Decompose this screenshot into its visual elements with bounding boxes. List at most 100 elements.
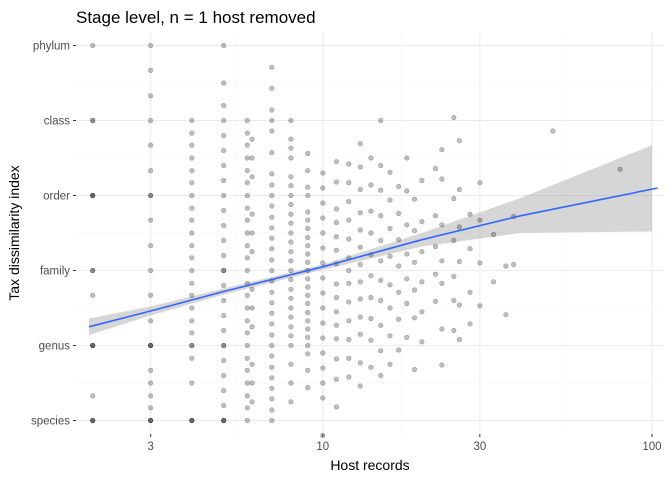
- data-point: [90, 342, 96, 349]
- data-point: [503, 312, 509, 318]
- data-point: [346, 355, 352, 361]
- data-point: [320, 305, 326, 311]
- data-point: [288, 192, 294, 199]
- data-point: [346, 336, 352, 343]
- data-point: [249, 286, 255, 292]
- data-point: [148, 367, 154, 373]
- data-point: [320, 245, 326, 251]
- data-point: [305, 234, 311, 241]
- data-point: [404, 188, 410, 194]
- data-point: [189, 142, 195, 148]
- data-point: [305, 300, 311, 307]
- data-point: [396, 263, 402, 269]
- data-point: [368, 208, 374, 214]
- data-point: [288, 324, 294, 330]
- data-point: [244, 155, 250, 161]
- data-point: [269, 417, 275, 424]
- data-point: [419, 279, 425, 285]
- data-point: [148, 380, 154, 386]
- data-point: [189, 117, 195, 124]
- data-point: [368, 155, 374, 161]
- axis-layer: species genus family order class phylum 3 10 30 1…: [31, 41, 662, 454]
- data-point: [419, 249, 425, 255]
- data-point: [189, 243, 195, 249]
- data-point: [189, 417, 195, 424]
- data-point: [148, 342, 154, 349]
- data-point: [189, 292, 195, 298]
- data-point: [249, 305, 255, 311]
- data-point: [477, 260, 483, 266]
- data-point: [288, 174, 294, 180]
- data-point: [357, 164, 363, 170]
- data-point: [90, 192, 96, 199]
- data-point: [305, 209, 311, 215]
- data-point: [221, 80, 227, 86]
- data-point: [148, 417, 154, 424]
- data-point: [404, 334, 410, 340]
- data-point: [244, 393, 250, 399]
- data-point: [368, 294, 374, 301]
- data-point: [456, 258, 463, 265]
- data-point: [456, 186, 463, 193]
- data-point: [320, 260, 326, 266]
- data-point: [244, 142, 250, 148]
- data-point: [221, 417, 227, 424]
- data-point: [148, 142, 154, 148]
- data-point: [305, 225, 311, 232]
- data-point: [439, 176, 445, 182]
- data-point: [269, 214, 275, 220]
- data-point: [467, 211, 473, 217]
- data-point: [221, 132, 227, 139]
- data-point: [221, 327, 227, 334]
- data-point: [148, 192, 154, 199]
- data-point: [244, 380, 250, 386]
- data-point: [148, 168, 154, 174]
- data-point: [411, 287, 418, 293]
- data-point: [368, 337, 374, 343]
- data-point: [357, 296, 363, 302]
- y-tick-label: family: [40, 266, 70, 278]
- data-point: [148, 417, 154, 424]
- data-point: [148, 93, 154, 99]
- data-point: [288, 145, 294, 151]
- data-point: [368, 230, 374, 236]
- data-point: [249, 155, 255, 161]
- data-point: [288, 230, 294, 236]
- data-point: [333, 294, 340, 301]
- data-point: [368, 182, 374, 188]
- data-point: [244, 205, 250, 211]
- data-point: [305, 184, 311, 190]
- data-point: [269, 203, 275, 209]
- data-point: [221, 357, 227, 364]
- data-point: [346, 374, 352, 380]
- data-point: [404, 300, 410, 307]
- data-point: [320, 380, 326, 386]
- data-point: [221, 387, 227, 394]
- data-point: [378, 372, 384, 379]
- data-point: [269, 289, 275, 295]
- data-point: [189, 280, 195, 286]
- data-point: [368, 364, 374, 370]
- data-point: [432, 298, 439, 304]
- x-tick-label: 3: [147, 441, 153, 453]
- data-point: [288, 342, 294, 349]
- data-point: [387, 282, 393, 288]
- data-point: [244, 330, 250, 336]
- data-point: [148, 405, 154, 411]
- data-point: [305, 367, 311, 373]
- data-point: [148, 267, 154, 274]
- data-point: [432, 243, 439, 250]
- data-point: [269, 150, 275, 156]
- x-axis-title: Host records: [330, 457, 409, 473]
- data-point: [221, 417, 227, 424]
- data-point: [189, 155, 195, 161]
- data-point: [404, 155, 410, 161]
- data-point: [269, 171, 275, 177]
- data-point: [320, 320, 326, 326]
- data-point: [305, 168, 311, 174]
- data-point: [357, 279, 363, 285]
- data-point: [490, 279, 497, 285]
- data-point: [244, 168, 250, 174]
- data-point: [439, 326, 445, 332]
- data-point: [269, 407, 275, 413]
